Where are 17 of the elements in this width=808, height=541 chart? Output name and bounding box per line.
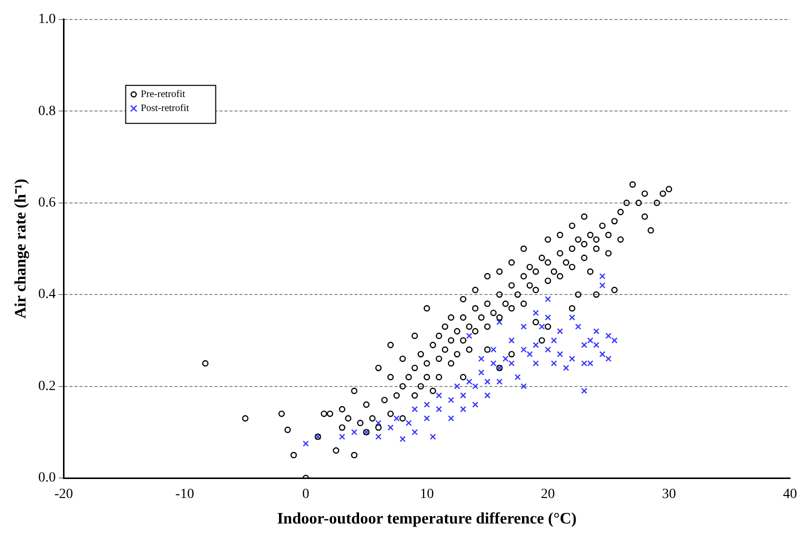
legend-label: Pre-retrofit: [140, 89, 186, 100]
y-tick-label: 1.0: [38, 12, 56, 28]
y-tick-label: 0.8: [38, 104, 56, 119]
x-axis-title: Indoor-outdoor temperature difference (°C): [277, 510, 577, 528]
x-tick-label: 10: [420, 487, 434, 502]
x-tick-label: -10: [175, 487, 194, 502]
y-tick-label: 0.6: [38, 196, 56, 211]
x-tick-label: 0: [302, 487, 310, 502]
y-tick-label: 0.2: [38, 378, 56, 394]
x-tick-label: 30: [662, 487, 676, 502]
y-tick-label: 0.0: [38, 470, 56, 486]
y-axis-title: Air change rate (h⁻¹): [12, 178, 30, 319]
x-tick-label: -20: [54, 487, 74, 502]
legend-label: Post-retrofit: [140, 103, 190, 114]
y-tick-label: 0.4: [38, 287, 56, 302]
x-tick-label: 20: [540, 487, 555, 502]
x-tick-label: 40: [783, 487, 797, 502]
